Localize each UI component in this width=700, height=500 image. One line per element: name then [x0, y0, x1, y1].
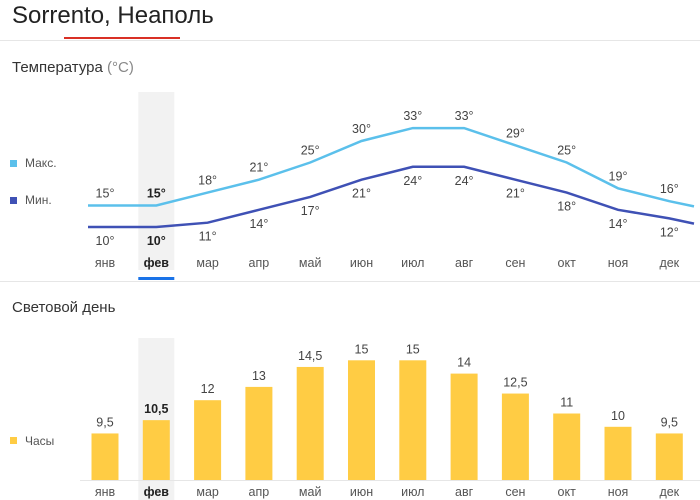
daylight-value-label: 14	[457, 356, 471, 370]
temperature-month-tick: май	[299, 256, 322, 270]
page-title: Sorrento, Неаполь	[12, 2, 214, 29]
min-temperature-label: 24°	[455, 174, 474, 188]
daylight-bar	[296, 366, 324, 480]
daylight-month-tick: июн	[350, 485, 373, 499]
daylight-month-tick: ноя	[608, 485, 629, 499]
max-temperature-label: 21°	[249, 161, 268, 175]
min-temperature-label: 21°	[352, 187, 371, 201]
legend-max-swatch	[10, 160, 17, 167]
min-temperature-line	[88, 165, 695, 229]
min-temperature-label: 10°	[96, 234, 115, 248]
daylight-month-tick: сен	[505, 485, 525, 499]
min-temperature-label: 14°	[249, 217, 268, 231]
daylight-bar	[348, 360, 375, 480]
daylight-bar	[245, 386, 273, 480]
daylight-value-label: 9,5	[96, 415, 113, 429]
daylight-month-tick: янв	[95, 485, 116, 499]
title-underline	[64, 37, 180, 39]
daylight-value-label: 14,5	[298, 349, 322, 363]
legend-min-label: Мин.	[25, 193, 52, 207]
max-temperature-label: 33°	[403, 109, 422, 123]
daylight-month-tick: апр	[249, 485, 270, 499]
max-temperature-label: 25°	[301, 144, 320, 158]
max-temperature-label: 15°	[147, 187, 166, 201]
daylight-month-tick: окт	[558, 485, 577, 499]
daylight-value-label: 12	[201, 382, 215, 396]
selected-month-highlight-temp	[138, 92, 175, 270]
legend-max-label: Макс.	[25, 156, 57, 170]
max-temperature-label: 29°	[506, 126, 525, 140]
daylight-bar	[501, 393, 529, 480]
temperature-section-title: Температура (°C)	[12, 59, 134, 76]
section-divider	[0, 281, 700, 282]
max-temperature-label: 19°	[609, 169, 628, 183]
temperature-title: Температура	[12, 59, 103, 76]
daylight-section-title: Световой день	[12, 299, 116, 316]
max-temperature-line	[88, 126, 695, 208]
legend-min-swatch	[10, 197, 17, 204]
daylight-bar	[194, 400, 222, 480]
temperature-month-tick: ноя	[608, 256, 629, 270]
daylight-bar	[553, 413, 581, 480]
temperature-month-tick: авг	[455, 256, 474, 270]
selected-month-indicator	[138, 277, 175, 280]
header-divider	[0, 40, 700, 41]
daylight-month-tick: авг	[455, 485, 474, 499]
max-temperature-label: 30°	[352, 122, 371, 136]
daylight-month-tick: мар	[196, 485, 219, 499]
temperature-month-tick: фев	[144, 256, 170, 270]
daylight-bar	[604, 426, 632, 480]
daylight-month-tick: дек	[659, 485, 679, 499]
daylight-value-label: 13	[252, 369, 266, 383]
max-temperature-label: 18°	[198, 174, 217, 188]
min-temperature-label: 12°	[660, 225, 679, 239]
temperature-month-tick: мар	[196, 256, 219, 270]
daylight-month-tick: май	[299, 485, 322, 499]
legend-daylight-label: Часы	[25, 434, 54, 448]
daylight-bar	[450, 373, 478, 480]
daylight-month-tick: июл	[401, 485, 424, 499]
temperature-month-tick: дек	[659, 256, 679, 270]
daylight-value-label: 9,5	[661, 415, 678, 429]
min-temperature-label: 17°	[301, 204, 320, 218]
min-temperature-label: 11°	[199, 230, 217, 244]
temperature-unit: (°C)	[107, 59, 134, 76]
temperature-month-tick: апр	[249, 256, 270, 270]
daylight-bar	[91, 433, 119, 480]
daylight-month-tick: фев	[144, 485, 170, 499]
temperature-month-tick: янв	[95, 256, 116, 270]
temperature-month-tick: июл	[401, 256, 424, 270]
temperature-month-tick: сен	[505, 256, 525, 270]
temperature-month-tick: июн	[350, 256, 373, 270]
min-temperature-label: 24°	[403, 174, 422, 188]
legend-daylight-swatch	[10, 437, 17, 444]
min-temperature-label: 10°	[147, 234, 166, 248]
min-temperature-label: 14°	[609, 217, 628, 231]
daylight-value-label: 15	[406, 342, 420, 356]
max-temperature-label: 33°	[455, 109, 474, 123]
daylight-value-label: 10	[611, 409, 625, 423]
max-temperature-label: 15°	[96, 187, 115, 201]
temperature-month-tick: окт	[558, 256, 577, 270]
daylight-value-label: 10,5	[144, 402, 168, 416]
min-temperature-label: 18°	[557, 200, 576, 214]
daylight-bar	[142, 420, 170, 480]
max-temperature-label: 16°	[660, 182, 679, 196]
daylight-bar	[655, 433, 683, 480]
daylight-value-label: 12,5	[503, 376, 527, 390]
min-temperature-label: 21°	[506, 187, 525, 201]
daylight-value-label: 15	[355, 342, 369, 356]
daylight-value-label: 11	[560, 396, 573, 410]
max-temperature-label: 25°	[557, 144, 576, 158]
daylight-bar	[399, 360, 427, 480]
